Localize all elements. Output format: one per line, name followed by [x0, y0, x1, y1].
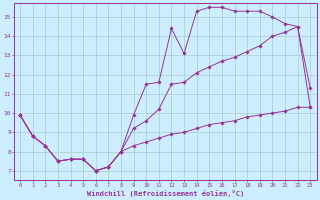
X-axis label: Windchill (Refroidissement éolien,°C): Windchill (Refroidissement éolien,°C)	[86, 190, 244, 197]
